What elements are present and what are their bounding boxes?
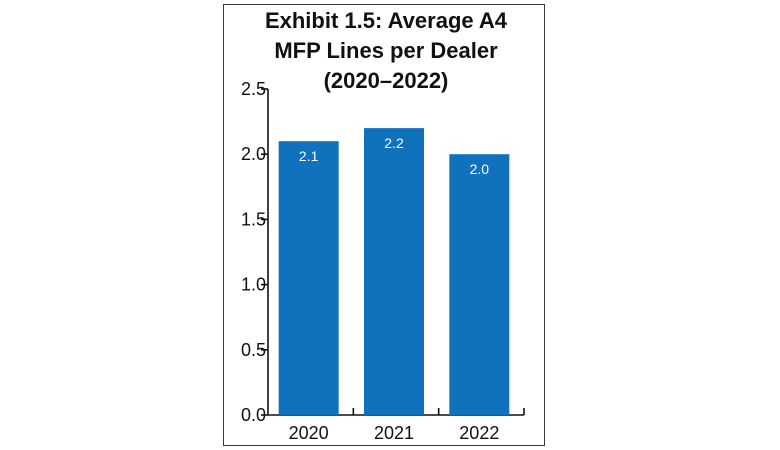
chart-title-line-1: Exhibit 1.5: Average A4 bbox=[265, 8, 508, 33]
x-tick-label: 2022 bbox=[459, 423, 499, 443]
bar bbox=[449, 154, 510, 415]
bar bbox=[364, 128, 424, 415]
y-tick-label: 1.0 bbox=[241, 275, 266, 295]
chart-title-line-3: (2020–2022) bbox=[324, 68, 449, 93]
x-tick-label: 2021 bbox=[374, 423, 414, 443]
chart-title-line-2: MFP Lines per Dealer bbox=[274, 38, 498, 63]
y-tick-label: 2.5 bbox=[241, 79, 266, 99]
x-tick-label: 2020 bbox=[289, 423, 329, 443]
y-tick-label: 1.5 bbox=[241, 209, 266, 229]
y-tick-label: 0.0 bbox=[241, 405, 266, 425]
labels: 2.1 2020 2.2 2021 2.0 2022 bbox=[289, 135, 500, 443]
y-tick-label: 0.5 bbox=[241, 340, 266, 360]
bars bbox=[278, 128, 510, 415]
bar bbox=[278, 141, 339, 415]
data-label: 2.0 bbox=[470, 161, 490, 177]
data-label: 2.2 bbox=[384, 135, 404, 151]
y-tick-label: 2.0 bbox=[241, 144, 266, 164]
data-label: 2.1 bbox=[299, 148, 319, 164]
